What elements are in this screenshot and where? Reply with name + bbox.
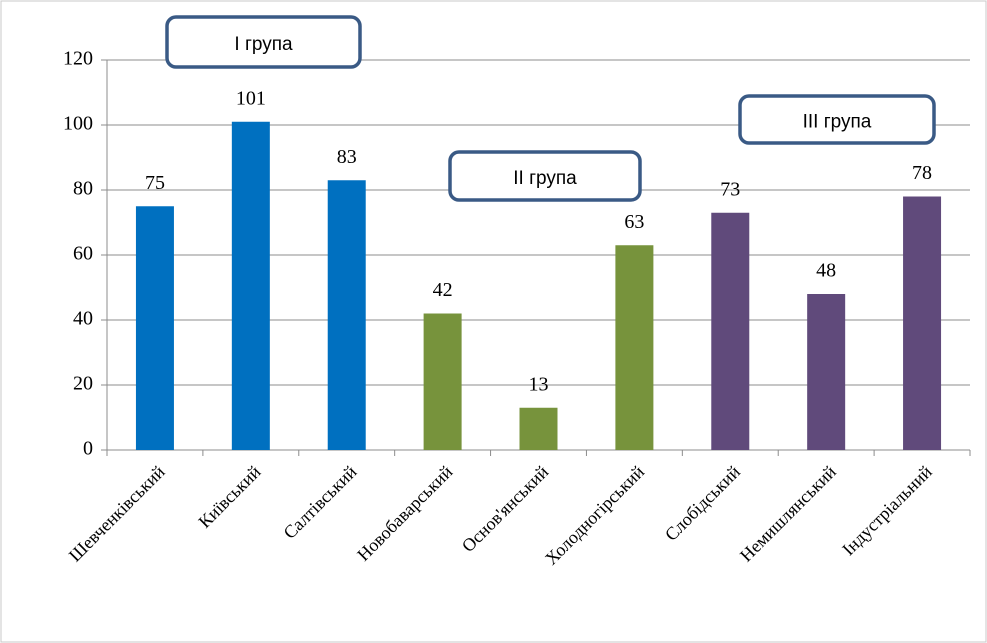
value-label: 73 xyxy=(720,178,740,200)
value-label: 42 xyxy=(433,279,453,301)
value-label: 101 xyxy=(236,87,266,109)
value-label: 75 xyxy=(145,172,165,194)
value-label: 83 xyxy=(337,146,357,168)
group-label: I група xyxy=(234,34,293,55)
value-label: 63 xyxy=(624,211,644,233)
bar xyxy=(903,196,942,450)
bar xyxy=(231,121,270,450)
bar xyxy=(423,313,462,450)
y-tick-label: 60 xyxy=(73,243,93,265)
group-box xyxy=(165,15,362,69)
group-box xyxy=(448,150,642,202)
value-label: 48 xyxy=(816,260,836,282)
value-label: 13 xyxy=(529,373,549,395)
bar xyxy=(711,212,750,450)
group-label: II група xyxy=(513,168,577,189)
y-tick-label: 20 xyxy=(73,373,93,395)
bar xyxy=(327,180,366,450)
y-tick-label: 0 xyxy=(83,438,93,460)
group-label: III група xyxy=(803,112,872,133)
bar xyxy=(519,407,558,450)
y-tick-label: 120 xyxy=(63,48,93,70)
group-box xyxy=(738,94,936,145)
y-tick-label: 100 xyxy=(63,113,93,135)
y-tick-label: 40 xyxy=(73,308,93,330)
bar xyxy=(807,294,846,450)
bar xyxy=(615,245,654,450)
bar xyxy=(135,206,174,450)
y-tick-label: 80 xyxy=(73,178,93,200)
value-label: 78 xyxy=(912,162,932,184)
